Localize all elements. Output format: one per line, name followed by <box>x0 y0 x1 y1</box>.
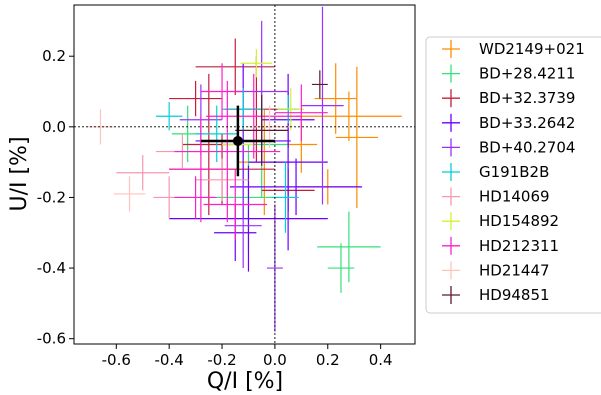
data-point <box>116 155 170 191</box>
data-point <box>317 211 381 283</box>
data-point <box>200 63 244 120</box>
x-axis-label: Q/I [%] <box>207 369 283 394</box>
reference-lines <box>74 5 415 344</box>
legend-label: BD+32.3739 <box>479 89 575 107</box>
x-axis-ticks: -0.6 -0.4 -0.2 0.0 0.2 0.4 <box>102 344 393 369</box>
legend-item: HD21447 <box>442 261 550 280</box>
series-hd154892 <box>222 49 304 163</box>
series-hd212311 <box>169 63 328 240</box>
legend-item: HD212311 <box>442 236 559 255</box>
data-point <box>266 204 283 332</box>
data-point <box>222 87 265 131</box>
x-tick-label: -0.2 <box>207 351 236 369</box>
legend-item: WD2149+021 <box>442 40 585 58</box>
legend-label: WD2149+021 <box>479 40 585 58</box>
x-tick-label: -0.4 <box>155 351 184 369</box>
data-point <box>272 162 299 233</box>
data-point <box>224 183 262 269</box>
data-point <box>195 158 249 201</box>
legend-item: HD14069 <box>442 187 550 206</box>
legend-item: HD154892 <box>442 212 559 231</box>
series-hd21447 <box>87 105 291 212</box>
x-tick-label: 0.0 <box>263 351 287 369</box>
legend-label: BD+28.4211 <box>479 65 575 83</box>
legend-item: BD+40.2704 <box>442 138 575 157</box>
legend-label: HD21447 <box>479 261 550 279</box>
legend-item: BD+33.2642 <box>442 113 575 132</box>
legend-label: BD+33.2642 <box>479 114 575 132</box>
data-point <box>169 165 328 272</box>
data-point <box>195 38 275 96</box>
x-tick-label: -0.6 <box>102 351 131 369</box>
data-point <box>274 84 328 141</box>
data-point <box>311 70 328 99</box>
legend-item: BD+32.3739 <box>442 89 575 108</box>
legend-item: BD+28.4211 <box>442 64 575 83</box>
data-point <box>277 87 304 131</box>
mean-point-marker <box>232 135 243 146</box>
x-tick-label: 0.2 <box>316 351 340 369</box>
legend-frame <box>425 36 601 314</box>
series-hd14069 <box>116 133 249 219</box>
legend-label: HD14069 <box>479 188 550 206</box>
highlight-layer <box>200 105 275 177</box>
data-point <box>301 6 344 205</box>
data-point <box>206 73 302 159</box>
data-point <box>203 169 267 240</box>
data-point <box>235 95 289 166</box>
y-tick-label: 0.2 <box>42 47 66 65</box>
series-hd94851 <box>235 70 328 166</box>
y-tick-label: -0.2 <box>37 188 66 206</box>
y-axis-label: U/I [%] <box>7 136 32 211</box>
data-point <box>195 105 238 163</box>
data-point <box>327 243 355 293</box>
data-point <box>335 66 378 209</box>
data-point <box>229 158 363 216</box>
legend-label: HD212311 <box>479 237 559 255</box>
data-point <box>296 91 402 141</box>
data-point <box>155 102 183 131</box>
legend-label: BD+40.2704 <box>479 138 575 156</box>
data-point <box>240 49 273 78</box>
data-point <box>113 176 146 212</box>
legend-label: G191B2B <box>479 163 549 181</box>
y-tick-label: 0.0 <box>42 118 66 136</box>
data-point <box>169 80 223 117</box>
data-point <box>174 80 281 223</box>
x-tick-label: 0.4 <box>369 351 393 369</box>
y-axis-ticks: -0.6 -0.4 -0.2 0.0 0.2 <box>37 47 74 348</box>
legend: WD2149+021 BD+28.4211 BD+32.3739 BD+33.2642… <box>425 36 601 314</box>
legend-label: HD94851 <box>479 286 550 304</box>
y-tick-label: -0.4 <box>37 259 66 277</box>
series-layer <box>87 6 402 332</box>
data-point <box>314 63 357 134</box>
series-bd-33-2642 <box>169 63 363 272</box>
legend-item: HD94851 <box>442 286 550 304</box>
data-point <box>174 176 217 219</box>
plot-frame <box>73 4 416 345</box>
y-tick-label: -0.6 <box>37 330 66 348</box>
legend-label: HD154892 <box>479 212 559 230</box>
legend-item: G191B2B <box>442 163 549 181</box>
data-point <box>169 116 233 223</box>
